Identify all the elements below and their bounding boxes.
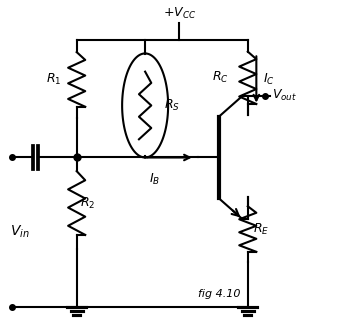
Text: $+V_{CC}$: $+V_{CC}$ (163, 6, 196, 21)
Text: fig 4.10: fig 4.10 (198, 289, 241, 299)
Text: $R_2$: $R_2$ (80, 195, 96, 211)
Text: $I_C$: $I_C$ (263, 72, 274, 87)
Text: $R_C$: $R_C$ (212, 70, 229, 85)
Text: $I_B$: $I_B$ (149, 172, 160, 187)
Text: $V_{out}$: $V_{out}$ (272, 88, 297, 103)
Text: $R_1$: $R_1$ (46, 72, 61, 87)
Text: $R_S$: $R_S$ (164, 98, 180, 113)
Text: $R_E$: $R_E$ (253, 221, 269, 236)
Text: $V_{in}$: $V_{in}$ (10, 224, 30, 240)
